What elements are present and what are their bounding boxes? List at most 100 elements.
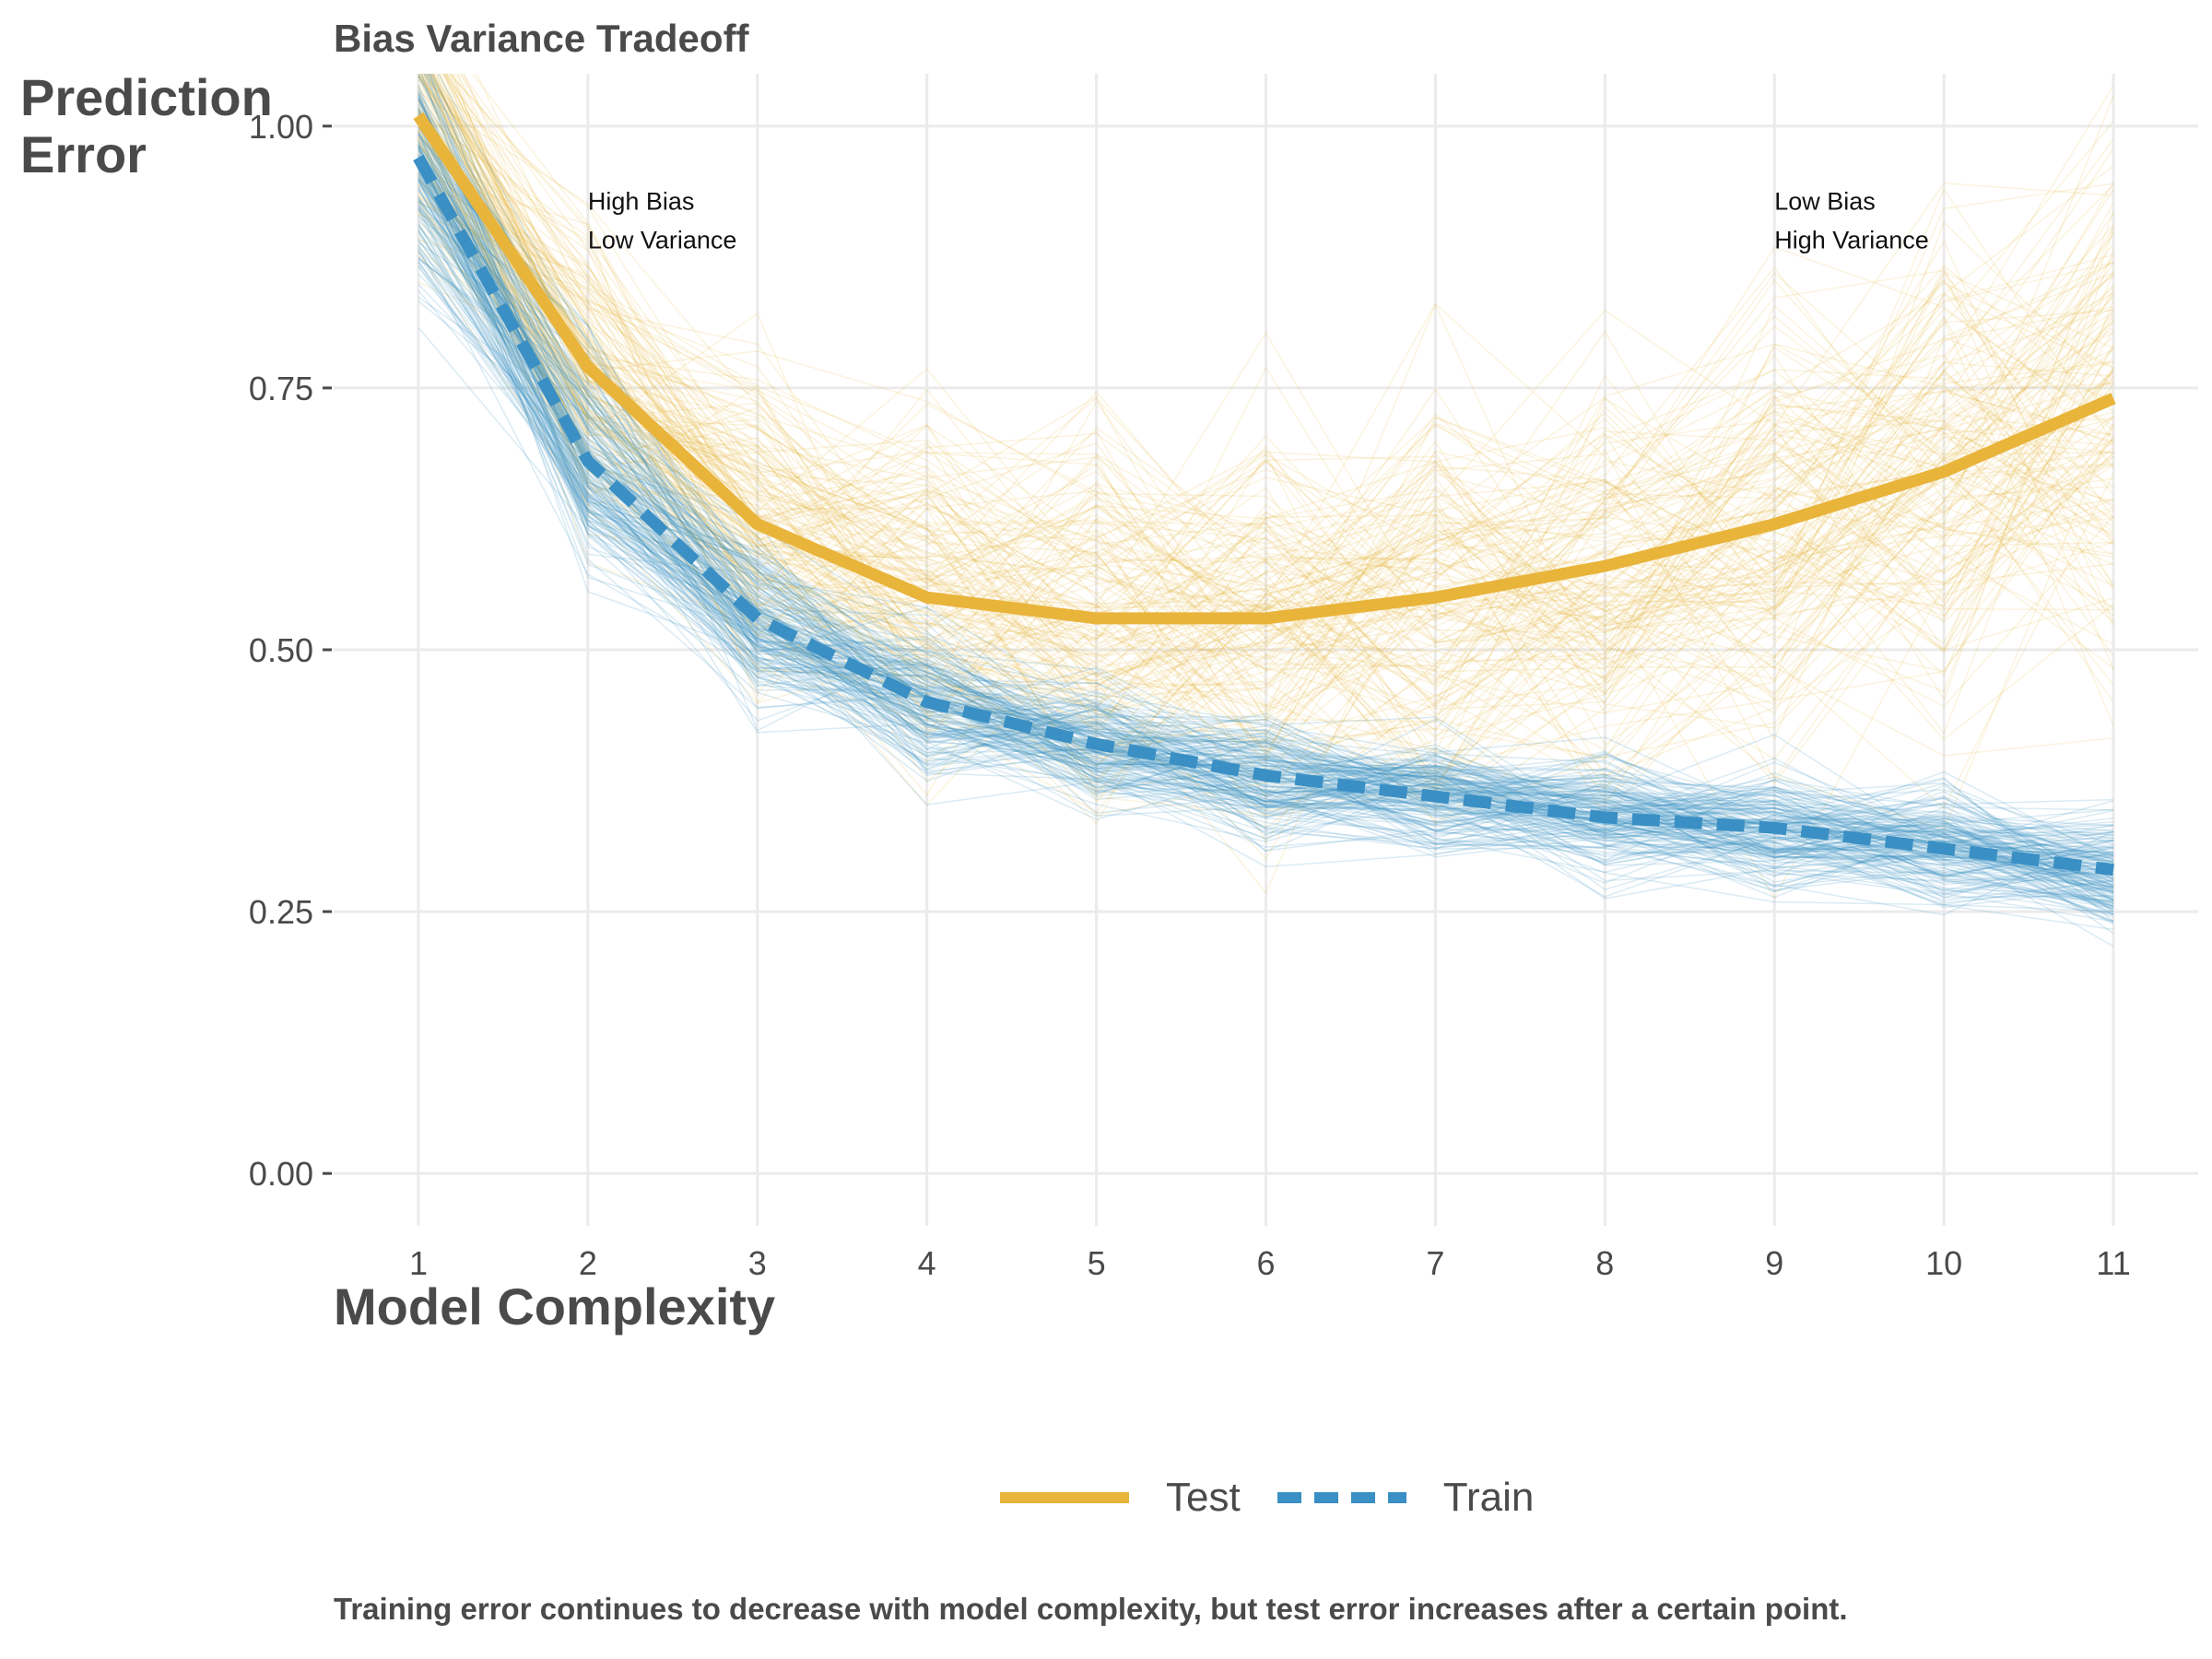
sample-line-train (418, 164, 2114, 903)
sample-line-train (418, 218, 2114, 923)
sample-line-test (418, 146, 2114, 823)
sample-line-train (418, 296, 2114, 877)
sample-line-train (418, 148, 2114, 877)
sample-line-test (418, 173, 2114, 741)
sample-line-train (418, 119, 2114, 931)
x-tick-label: 11 (2096, 1244, 2130, 1282)
sample-line-train (418, 97, 2114, 908)
sample-line-test (418, 120, 2114, 718)
sample-line-train (418, 161, 2114, 857)
sample-line-train (418, 252, 2114, 887)
sample-line-train (418, 94, 2114, 877)
sample-line-train (418, 265, 2114, 858)
sample-line-train (418, 238, 2114, 908)
sample-line-train (418, 208, 2114, 865)
legend-item-test: Test (1000, 1475, 1241, 1521)
sample-line-train (418, 162, 2114, 877)
sample-line-test (418, 213, 2114, 782)
sample-line-train (418, 122, 2114, 915)
sample-line-test (418, 180, 2114, 703)
sample-line-test (418, 139, 2114, 660)
sample-line-test (444, 74, 2114, 687)
sample-line-test (442, 74, 2114, 643)
sample-line-test (418, 126, 2114, 796)
sample-line-train (418, 256, 2114, 869)
sample-line-train (418, 75, 2114, 853)
sample-line-train (418, 147, 2114, 898)
x-tick-label: 10 (1925, 1244, 1962, 1282)
sample-line-test (418, 129, 2114, 741)
annotation-text: High Bias (588, 188, 695, 216)
series-line-test (413, 112, 2116, 625)
sample-line-train (429, 74, 2114, 867)
sample-line-test (418, 235, 2114, 737)
sample-line-test (418, 150, 2114, 785)
sample-line-train (418, 201, 2114, 861)
sample-line-train (418, 84, 2114, 924)
sample-line-test (418, 78, 2114, 806)
sample-line-train (418, 76, 2114, 911)
sample-line-test (449, 74, 2114, 766)
sample-line-test (418, 121, 2114, 771)
sample-line-test (418, 199, 2114, 613)
sample-line-test (418, 99, 2114, 755)
sample-line-test (418, 165, 2114, 707)
sample-line-test (418, 178, 2114, 672)
sample-line-train (418, 122, 2114, 872)
sample-line-test (418, 164, 2114, 662)
sample-line-test (418, 135, 2114, 748)
sample-line-test (418, 112, 2114, 685)
sample-line-test (418, 112, 2114, 755)
sample-line-train (419, 74, 2114, 900)
sample-line-train (418, 99, 2114, 935)
sample-line-test (418, 201, 2114, 817)
sample-line-test (418, 74, 2114, 628)
sample-line-train (418, 178, 2114, 849)
sample-line-train (418, 170, 2114, 883)
sample-line-test (422, 74, 2114, 782)
sample-line-train (418, 179, 2114, 855)
sample-line-test (418, 197, 2114, 861)
sample-line-train (418, 144, 2114, 904)
sample-line-test (418, 74, 2114, 708)
sample-line-test (418, 87, 2114, 789)
y-axis-label-line-1: Prediction (20, 68, 273, 126)
sample-line-test (418, 110, 2114, 825)
sample-line-train (418, 241, 2114, 901)
sample-line-train (418, 140, 2114, 843)
sample-line-test (429, 74, 2114, 665)
sample-line-train (418, 250, 2114, 847)
sample-line-test (418, 120, 2114, 610)
y-axis-label-line-2: Error (20, 125, 147, 183)
sample-line-train (418, 123, 2114, 909)
sample-line-train (418, 174, 2114, 865)
sample-line-train (418, 99, 2114, 896)
sample-line-train (418, 92, 2114, 922)
sample-line-test (418, 192, 2114, 761)
sample-line-test (426, 74, 2114, 659)
sample-line-train (418, 229, 2114, 878)
sample-line-train (418, 126, 2114, 895)
sample-line-train (418, 114, 2114, 864)
sample-line-test (418, 186, 2114, 734)
sample-line-test (418, 197, 2114, 724)
legend-label-train: Train (1442, 1475, 1535, 1520)
sample-line-test (418, 173, 2114, 593)
sample-line-test (418, 126, 2114, 714)
sample-line-train (418, 214, 2114, 886)
sample-line-test (418, 201, 2114, 709)
sample-line-train (418, 150, 2114, 891)
sample-line-train (426, 74, 2114, 836)
sample-line-train (418, 98, 2114, 900)
sample-line-train (418, 145, 2114, 875)
sample-line-test (430, 74, 2114, 673)
x-tick-label: 6 (1256, 1244, 1275, 1282)
sample-line-train (418, 159, 2114, 869)
sample-line-test (418, 144, 2114, 732)
sample-line-test (432, 74, 2114, 793)
sample-line-train (418, 103, 2114, 865)
sample-line-test (452, 74, 2114, 715)
sample-line-train (418, 283, 2114, 900)
sample-line-train (418, 107, 2114, 879)
